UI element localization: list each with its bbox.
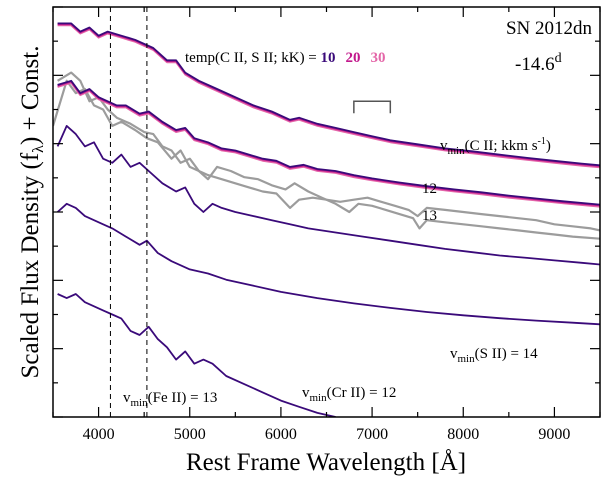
temperature-legend-item-20: 20 [346, 50, 361, 66]
y-axis-ticks [53, 6, 600, 418]
x-tick-label: 6000 [265, 426, 297, 443]
x-tick-label: 7000 [356, 426, 388, 443]
temperature-legend: temp(C II, S II; kK) = 10 20 30 [185, 50, 386, 66]
x-axis-ticks: 4000 5000 6000 7000 8000 9000 [52, 7, 601, 443]
x-tick-label: 9000 [538, 426, 570, 443]
temperature-legend-label: temp(C II, S II; kK) = [185, 50, 321, 66]
vmin-c2-label: vmin(C II; kkm s-1) [440, 136, 551, 157]
x-tick-label: 5000 [174, 426, 206, 443]
model-spectrum-line-3 [57, 22, 600, 167]
model-spectrum-line-9 [56, 202, 600, 326]
chart-title: SN 2012dn [506, 18, 593, 39]
model-spectrum-line-5 [57, 81, 600, 208]
phase-label: -14.6d [515, 51, 562, 75]
observed-spectrum-line-4 [57, 71, 600, 240]
reference-vertical-lines [109, 7, 148, 417]
vmin-c2-value-12: 12 [422, 181, 437, 197]
model-spectrum-line-10 [57, 293, 336, 417]
x-tick-label: 8000 [447, 426, 479, 443]
temperature-legend-item-30: 30 [371, 50, 386, 66]
vmin-s2-label: vmin(S II) = 14 [450, 346, 538, 365]
vmin-c2-value-13: 13 [422, 208, 437, 224]
y-axis-label: Scaled Flux Density (fλ) + Const. [17, 46, 47, 379]
x-axis-label: Rest Frame Wavelength [Å] [186, 449, 466, 476]
vmin-cr2-label: vmin(Cr II) = 12 [302, 385, 396, 404]
x-tick-label: 4000 [83, 426, 115, 443]
model-spectrum-line-7 [57, 79, 600, 206]
telluric-bracket-mark [353, 100, 392, 114]
telluric-bracket [353, 100, 392, 114]
vmin-fe2-label: vmin(Fe II) = 13 [123, 390, 217, 409]
temperature-legend-item-10: 10 [321, 50, 336, 66]
model-spectrum-line-8 [56, 125, 600, 266]
observed-spectrum-line-0 [53, 79, 600, 232]
